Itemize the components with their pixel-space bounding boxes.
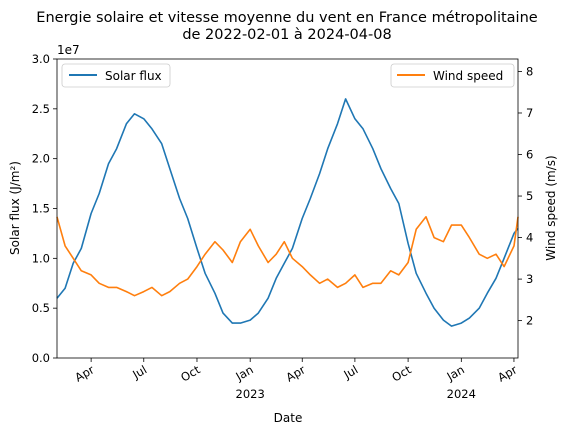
x-tick-label: Oct — [389, 362, 414, 384]
x-tick-year-label: 2023 — [236, 387, 265, 401]
x-tick-label: Oct — [178, 362, 203, 384]
right-tick-label: 7 — [526, 106, 533, 120]
right-tick-label: 6 — [526, 148, 533, 162]
right-y-axis: 2 3 4 5 6 7 8 — [518, 64, 533, 328]
left-tick-label: 0.0 — [32, 351, 50, 365]
chart-subtitle: de 2022-02-01 à 2024-04-08 — [182, 27, 391, 43]
x-tick-label: Apr — [284, 362, 308, 384]
plot-area — [56, 58, 519, 359]
series-line-solar-flux — [56, 98, 519, 327]
x-tick-label: Apr — [495, 362, 519, 384]
x-axis: Apr Jul Oct Jan 2023 Apr Jul Oct Jan 2024 Apr — [72, 358, 520, 401]
series-layer — [56, 98, 519, 327]
right-axis-label: Wind speed (m/s) — [544, 155, 558, 260]
legend-wind-speed: Wind speed — [390, 63, 515, 88]
left-tick-label: 0.5 — [32, 301, 50, 315]
left-tick-label: 2.5 — [32, 102, 50, 116]
left-y-axis: 0.0 0.5 1.0 1.5 2.0 2.5 3.0 — [32, 52, 57, 365]
x-tick-label: Jan — [444, 362, 467, 383]
x-tick-label: Jul — [340, 362, 360, 382]
left-tick-label: 3.0 — [32, 52, 50, 66]
left-tick-label: 1.5 — [32, 202, 50, 216]
x-tick-label: Jan — [232, 362, 255, 383]
right-tick-label: 2 — [526, 314, 533, 328]
left-tick-label: 2.0 — [32, 152, 50, 166]
right-tick-label: 3 — [526, 272, 533, 286]
right-tick-label: 4 — [526, 231, 533, 245]
legend-solar-flux: Solar flux — [61, 63, 171, 88]
x-tick-label: Jul — [129, 362, 149, 382]
right-tick-label: 8 — [526, 64, 533, 78]
x-tick-label: Apr — [72, 362, 96, 384]
left-tick-label: 1.0 — [32, 251, 50, 265]
legend-solar-flux-label: Solar flux — [105, 69, 162, 83]
x-tick-year-label: 2024 — [447, 387, 476, 401]
left-axis-label: Solar flux (J/m²) — [8, 161, 22, 255]
x-axis-label: Date — [274, 411, 303, 425]
plot-frame — [56, 58, 519, 359]
right-tick-label: 5 — [526, 189, 533, 203]
series-line-wind-speed — [56, 216, 519, 297]
chart-title: Energie solaire et vitesse moyenne du ve… — [36, 10, 537, 26]
left-axis-offset-text: 1e7 — [57, 43, 80, 57]
legend-wind-speed-label: Wind speed — [433, 69, 503, 83]
